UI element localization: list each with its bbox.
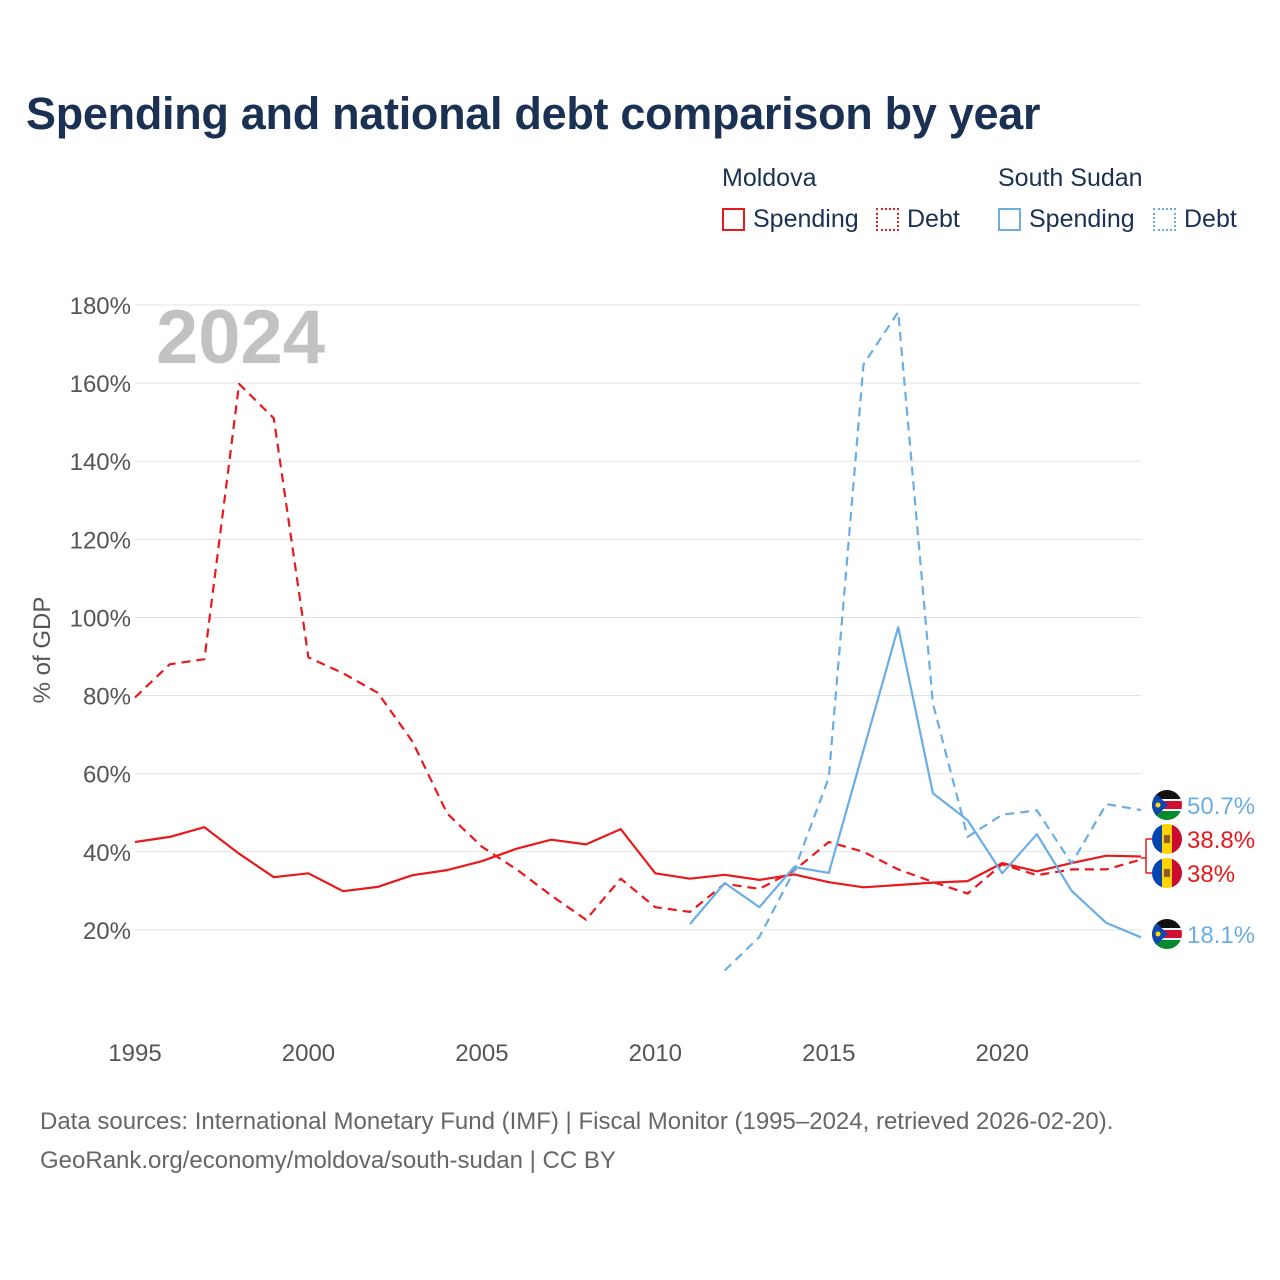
legend-moldova-spending-label: Spending: [753, 205, 859, 233]
legend-south-sudan-spending-label: Spending: [1029, 205, 1135, 233]
legend-swatch-south-sudan-debt: [1153, 208, 1176, 231]
y-tick-label: 160%: [70, 371, 131, 398]
line-chart: 20% 40% 60% 80% 100% 120% 140% 160% 180% 1995 2000…: [29, 293, 1255, 1067]
chart-title: Spending and national debt comparison by…: [26, 88, 1041, 139]
series-line-moldova-spending: [134, 826, 1142, 893]
moldova-flag: [1152, 824, 1182, 854]
series-line-moldova-debt: [134, 382, 1142, 921]
footer-sources: Data sources: International Monetary Fun…: [40, 1108, 1114, 1135]
x-tick-label: 2015: [802, 1040, 855, 1067]
legend-moldova-label: Moldova: [722, 164, 817, 192]
legend-south-sudan-debt[interactable]: Debt: [1153, 205, 1237, 234]
south-sudan-flag: [1152, 919, 1182, 949]
y-tick-label: 40%: [83, 840, 131, 867]
end-value-label: 38%: [1187, 861, 1235, 888]
legend-south-sudan-label: South Sudan: [998, 164, 1143, 192]
y-tick-label: 60%: [83, 762, 131, 789]
x-tick-label: 2010: [629, 1040, 682, 1067]
moldova-flag: [1152, 858, 1182, 888]
series-line-south-sudan-spending: [689, 626, 1142, 939]
y-tick-label: 120%: [70, 527, 131, 554]
y-tick-label: 100%: [70, 605, 131, 632]
legend-south-sudan-spending[interactable]: Spending: [998, 205, 1135, 234]
legend-moldova-spending[interactable]: Spending: [722, 205, 859, 234]
legend-swatch-moldova-debt: [876, 208, 899, 231]
end-value-label: 38.8%: [1187, 827, 1255, 854]
end-value-label: 18.1%: [1187, 922, 1255, 949]
footer-attribution: GeoRank.org/economy/moldova/south-sudan …: [40, 1147, 616, 1174]
legend-swatch-south-sudan-spending: [998, 208, 1021, 231]
x-tick-label: 2000: [282, 1040, 335, 1067]
y-tick-label: 140%: [70, 449, 131, 476]
legend-moldova-debt-label: Debt: [907, 205, 960, 233]
south-sudan-flag: [1152, 790, 1182, 820]
x-tick-label: 2005: [455, 1040, 508, 1067]
end-label-bracket: [1141, 838, 1152, 874]
y-tick-label: 80%: [83, 684, 131, 711]
series-line-south-sudan-debt: [723, 310, 1142, 972]
y-axis-label: % of GDP: [29, 597, 56, 704]
end-value-label: 50.7%: [1187, 793, 1255, 820]
y-tick-label: 20%: [83, 918, 131, 945]
legend-south-sudan-debt-label: Debt: [1184, 205, 1237, 233]
x-tick-label: 1995: [108, 1040, 161, 1067]
legend-moldova-debt[interactable]: Debt: [876, 205, 960, 234]
year-overlay: 2024: [156, 295, 325, 380]
legend-swatch-moldova-spending: [722, 208, 745, 231]
x-tick-label: 2020: [976, 1040, 1029, 1067]
y-tick-label: 180%: [70, 293, 131, 320]
